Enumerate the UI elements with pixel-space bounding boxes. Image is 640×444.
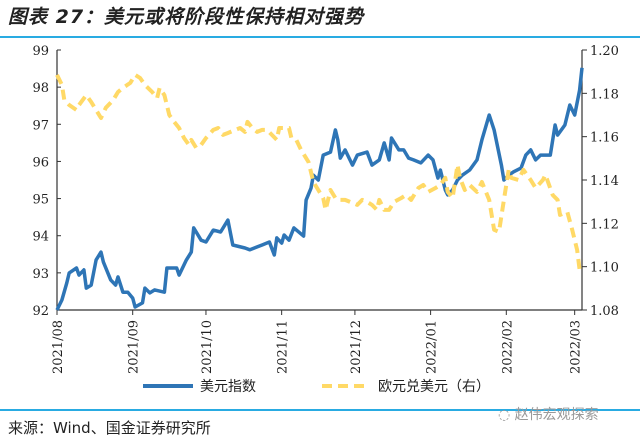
left-tick-label: 92: [32, 304, 49, 319]
right-tick-label: 1.16: [590, 131, 619, 146]
left-tick-label: 99: [32, 44, 49, 59]
x-tick-label: 2021/11: [276, 320, 291, 374]
x-tick-label: 2021/08: [51, 320, 66, 374]
watermark-text: 赵伟宏观探索: [514, 407, 599, 423]
legend-label-dollar-index: 美元指数: [200, 379, 256, 395]
right-tick-label: 1.10: [590, 261, 619, 276]
right-tick-label: 1.12: [590, 217, 619, 232]
left-tick-label: 93: [32, 267, 49, 282]
left-tick-label: 97: [32, 118, 49, 133]
title-divider: [0, 36, 640, 38]
left-tick-label: 98: [32, 81, 49, 96]
x-tick-label: 2021/12: [349, 320, 364, 374]
right-tick-label: 1.20: [590, 44, 619, 59]
source-divider: [0, 409, 640, 411]
x-tick-label: 2022/03: [569, 320, 584, 374]
left-tick-label: 94: [32, 230, 49, 245]
source-note: 来源：Wind、国金证券研究所: [8, 419, 211, 437]
right-tick-label: 1.08: [590, 304, 619, 319]
left-tick-label: 96: [32, 155, 49, 170]
right-tick-label: 1.14: [590, 174, 619, 189]
x-tick-label: 2021/09: [127, 320, 142, 374]
legend-label-eurusd: 欧元兑美元（右）: [378, 379, 490, 395]
x-tick-label: 2022/01: [425, 320, 440, 374]
eurusd-line: [55, 72, 582, 270]
watermark: ◌ 赵伟宏观探索: [498, 404, 599, 424]
chart-title: 图表 27：美元或将阶段性保持相对强势: [8, 6, 365, 28]
dollar-index-line: [55, 67, 584, 311]
right-tick-label: 1.18: [590, 87, 619, 102]
wechat-icon: ◌: [498, 407, 515, 423]
x-tick-label: 2021/10: [200, 320, 215, 374]
left-tick-label: 95: [32, 193, 49, 208]
x-tick-label: 2022/02: [500, 320, 515, 374]
